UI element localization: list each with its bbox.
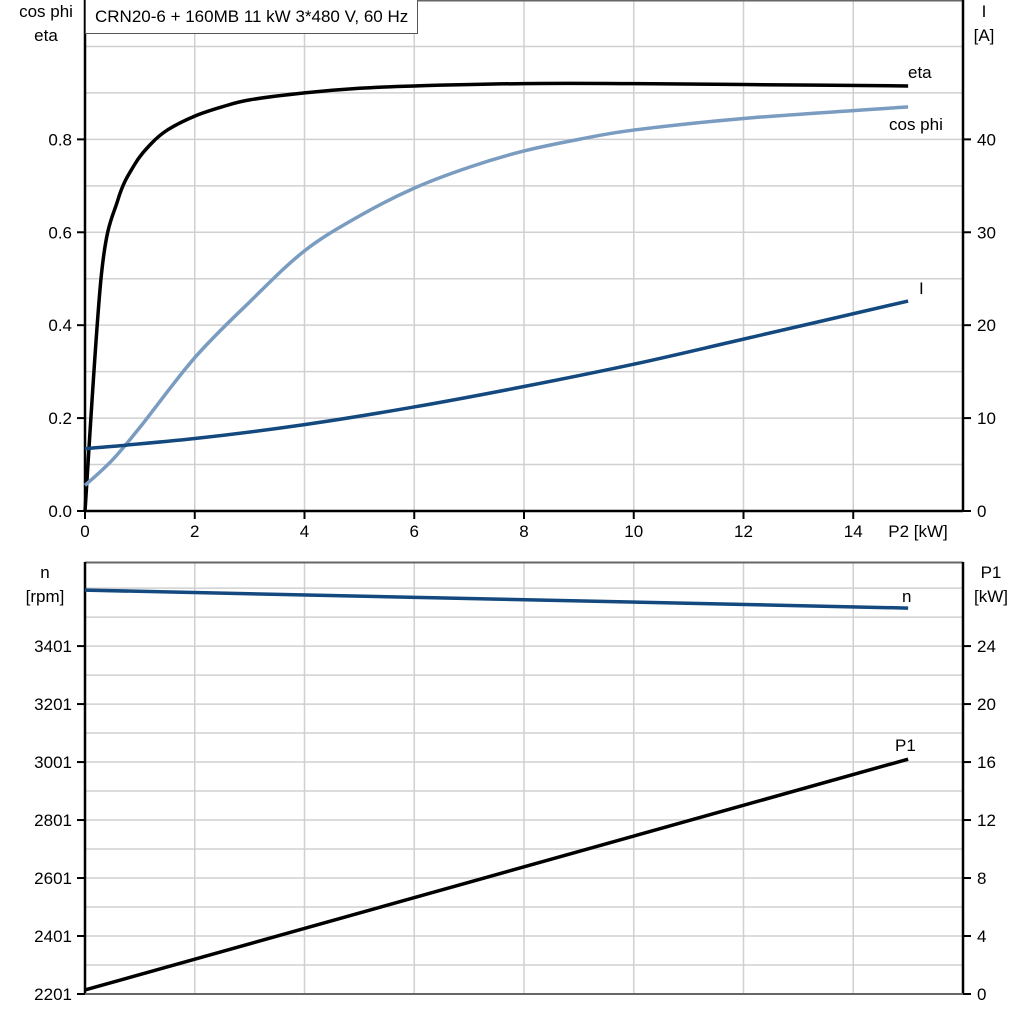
x-tick-label: 6: [410, 522, 419, 541]
right-tick-label: 4: [977, 927, 986, 946]
series-p1-line: [84, 757, 909, 992]
left-tick-label: 0.4: [48, 316, 72, 335]
right-axis-title: [A]: [974, 26, 995, 45]
right-tick-label: 20: [977, 316, 996, 335]
left-axis-title: n: [40, 563, 49, 582]
right-tick-label: 8: [977, 869, 986, 888]
series-eta-label: eta: [908, 63, 932, 82]
right-tick-label: 20: [977, 695, 996, 714]
left-tick-label: 3201: [34, 695, 72, 714]
x-tick-label: 14: [844, 522, 863, 541]
chart-title-box: CRN20-6 + 160MB 11 kW 3*480 V, 60 Hz: [85, 0, 419, 34]
x-tick-label: 4: [300, 522, 309, 541]
right-tick-label: 0: [977, 502, 986, 521]
chart-title: CRN20-6 + 160MB 11 kW 3*480 V, 60 Hz: [95, 7, 409, 26]
series-i-label: I: [919, 279, 924, 298]
right-tick-label: 24: [977, 637, 996, 656]
left-tick-label: 3401: [34, 637, 72, 656]
left-tick-label: 2801: [34, 811, 72, 830]
x-axis-label: P2 [kW]: [888, 522, 948, 541]
x-tick-label: 8: [519, 522, 528, 541]
left-tick-label: 2401: [34, 927, 72, 946]
series-i-line: [84, 299, 909, 451]
left-tick-label: 2601: [34, 869, 72, 888]
series-cos-phi-label: cos phi: [889, 115, 943, 134]
left-tick-label: 0.8: [48, 130, 72, 149]
series-p1-label: P1: [895, 736, 916, 755]
left-tick-label: 0.6: [48, 223, 72, 242]
left-tick-label: 0.2: [48, 409, 72, 428]
series-cos-phi-line: [83, 105, 909, 487]
right-axis-title: P1: [981, 563, 1002, 582]
x-tick-label: 12: [734, 522, 753, 541]
x-tick-label: 2: [190, 522, 199, 541]
x-tick-label: 0: [80, 522, 89, 541]
left-axis-title: eta: [34, 26, 58, 45]
series-n-label: n: [902, 587, 911, 606]
series-n-line: [84, 588, 909, 610]
right-tick-label: 30: [977, 223, 996, 242]
left-tick-label: 0.0: [48, 502, 72, 521]
left-tick-label: 2201: [34, 985, 72, 1004]
right-tick-label: 10: [977, 409, 996, 428]
left-tick-label: 3001: [34, 753, 72, 772]
right-tick-label: 0: [977, 985, 986, 1004]
right-tick-label: 12: [977, 811, 996, 830]
right-axis-title: I: [982, 2, 987, 21]
series-eta-line: [83, 81, 909, 512]
right-tick-label: 40: [977, 130, 996, 149]
right-axis-title: [kW]: [974, 587, 1008, 606]
x-tick-label: 10: [624, 522, 643, 541]
left-axis-title: cos phi: [19, 2, 73, 21]
left-axis-title: [rpm]: [26, 587, 65, 606]
right-tick-label: 16: [977, 753, 996, 772]
